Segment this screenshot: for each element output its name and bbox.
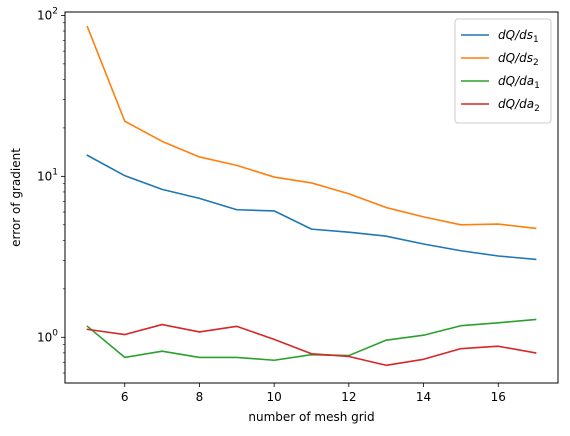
y-tick-label: 101 <box>37 167 58 183</box>
series-line-1 <box>86 154 537 261</box>
x-tick-label: 14 <box>416 390 431 404</box>
plot-frame <box>64 11 559 384</box>
series-line-2 <box>86 25 537 230</box>
legend-box <box>454 18 552 124</box>
x-tick-label: 16 <box>491 390 506 404</box>
series-line-3 <box>86 318 537 362</box>
series-line-4 <box>86 323 537 367</box>
legend-label-4: dQ/da2 <box>498 97 540 114</box>
x-tick-label: 8 <box>196 390 204 404</box>
legend: dQ/ds1 dQ/ds2 dQ/da1 dQ/da2 <box>454 18 552 124</box>
y-axis-label: error of gradient <box>9 148 23 247</box>
legend-label-1: dQ/ds1 <box>498 28 539 45</box>
x-axis-ticks: 6 8 10 12 14 16 <box>121 383 506 404</box>
legend-label-3: dQ/da1 <box>498 74 540 91</box>
x-axis-label: number of mesh grid <box>248 410 374 424</box>
y-tick-label: 102 <box>37 6 58 22</box>
series-layer <box>86 25 537 367</box>
x-tick-label: 6 <box>121 390 129 404</box>
x-tick-label: 12 <box>341 390 356 404</box>
y-tick-label: 100 <box>37 328 58 344</box>
legend-label-2: dQ/ds2 <box>498 51 539 68</box>
legend-entries: dQ/ds1 dQ/ds2 dQ/da1 dQ/da2 <box>461 28 540 114</box>
y-axis-ticks: 100 101 102 <box>37 6 65 344</box>
x-tick-label: 10 <box>267 390 282 404</box>
